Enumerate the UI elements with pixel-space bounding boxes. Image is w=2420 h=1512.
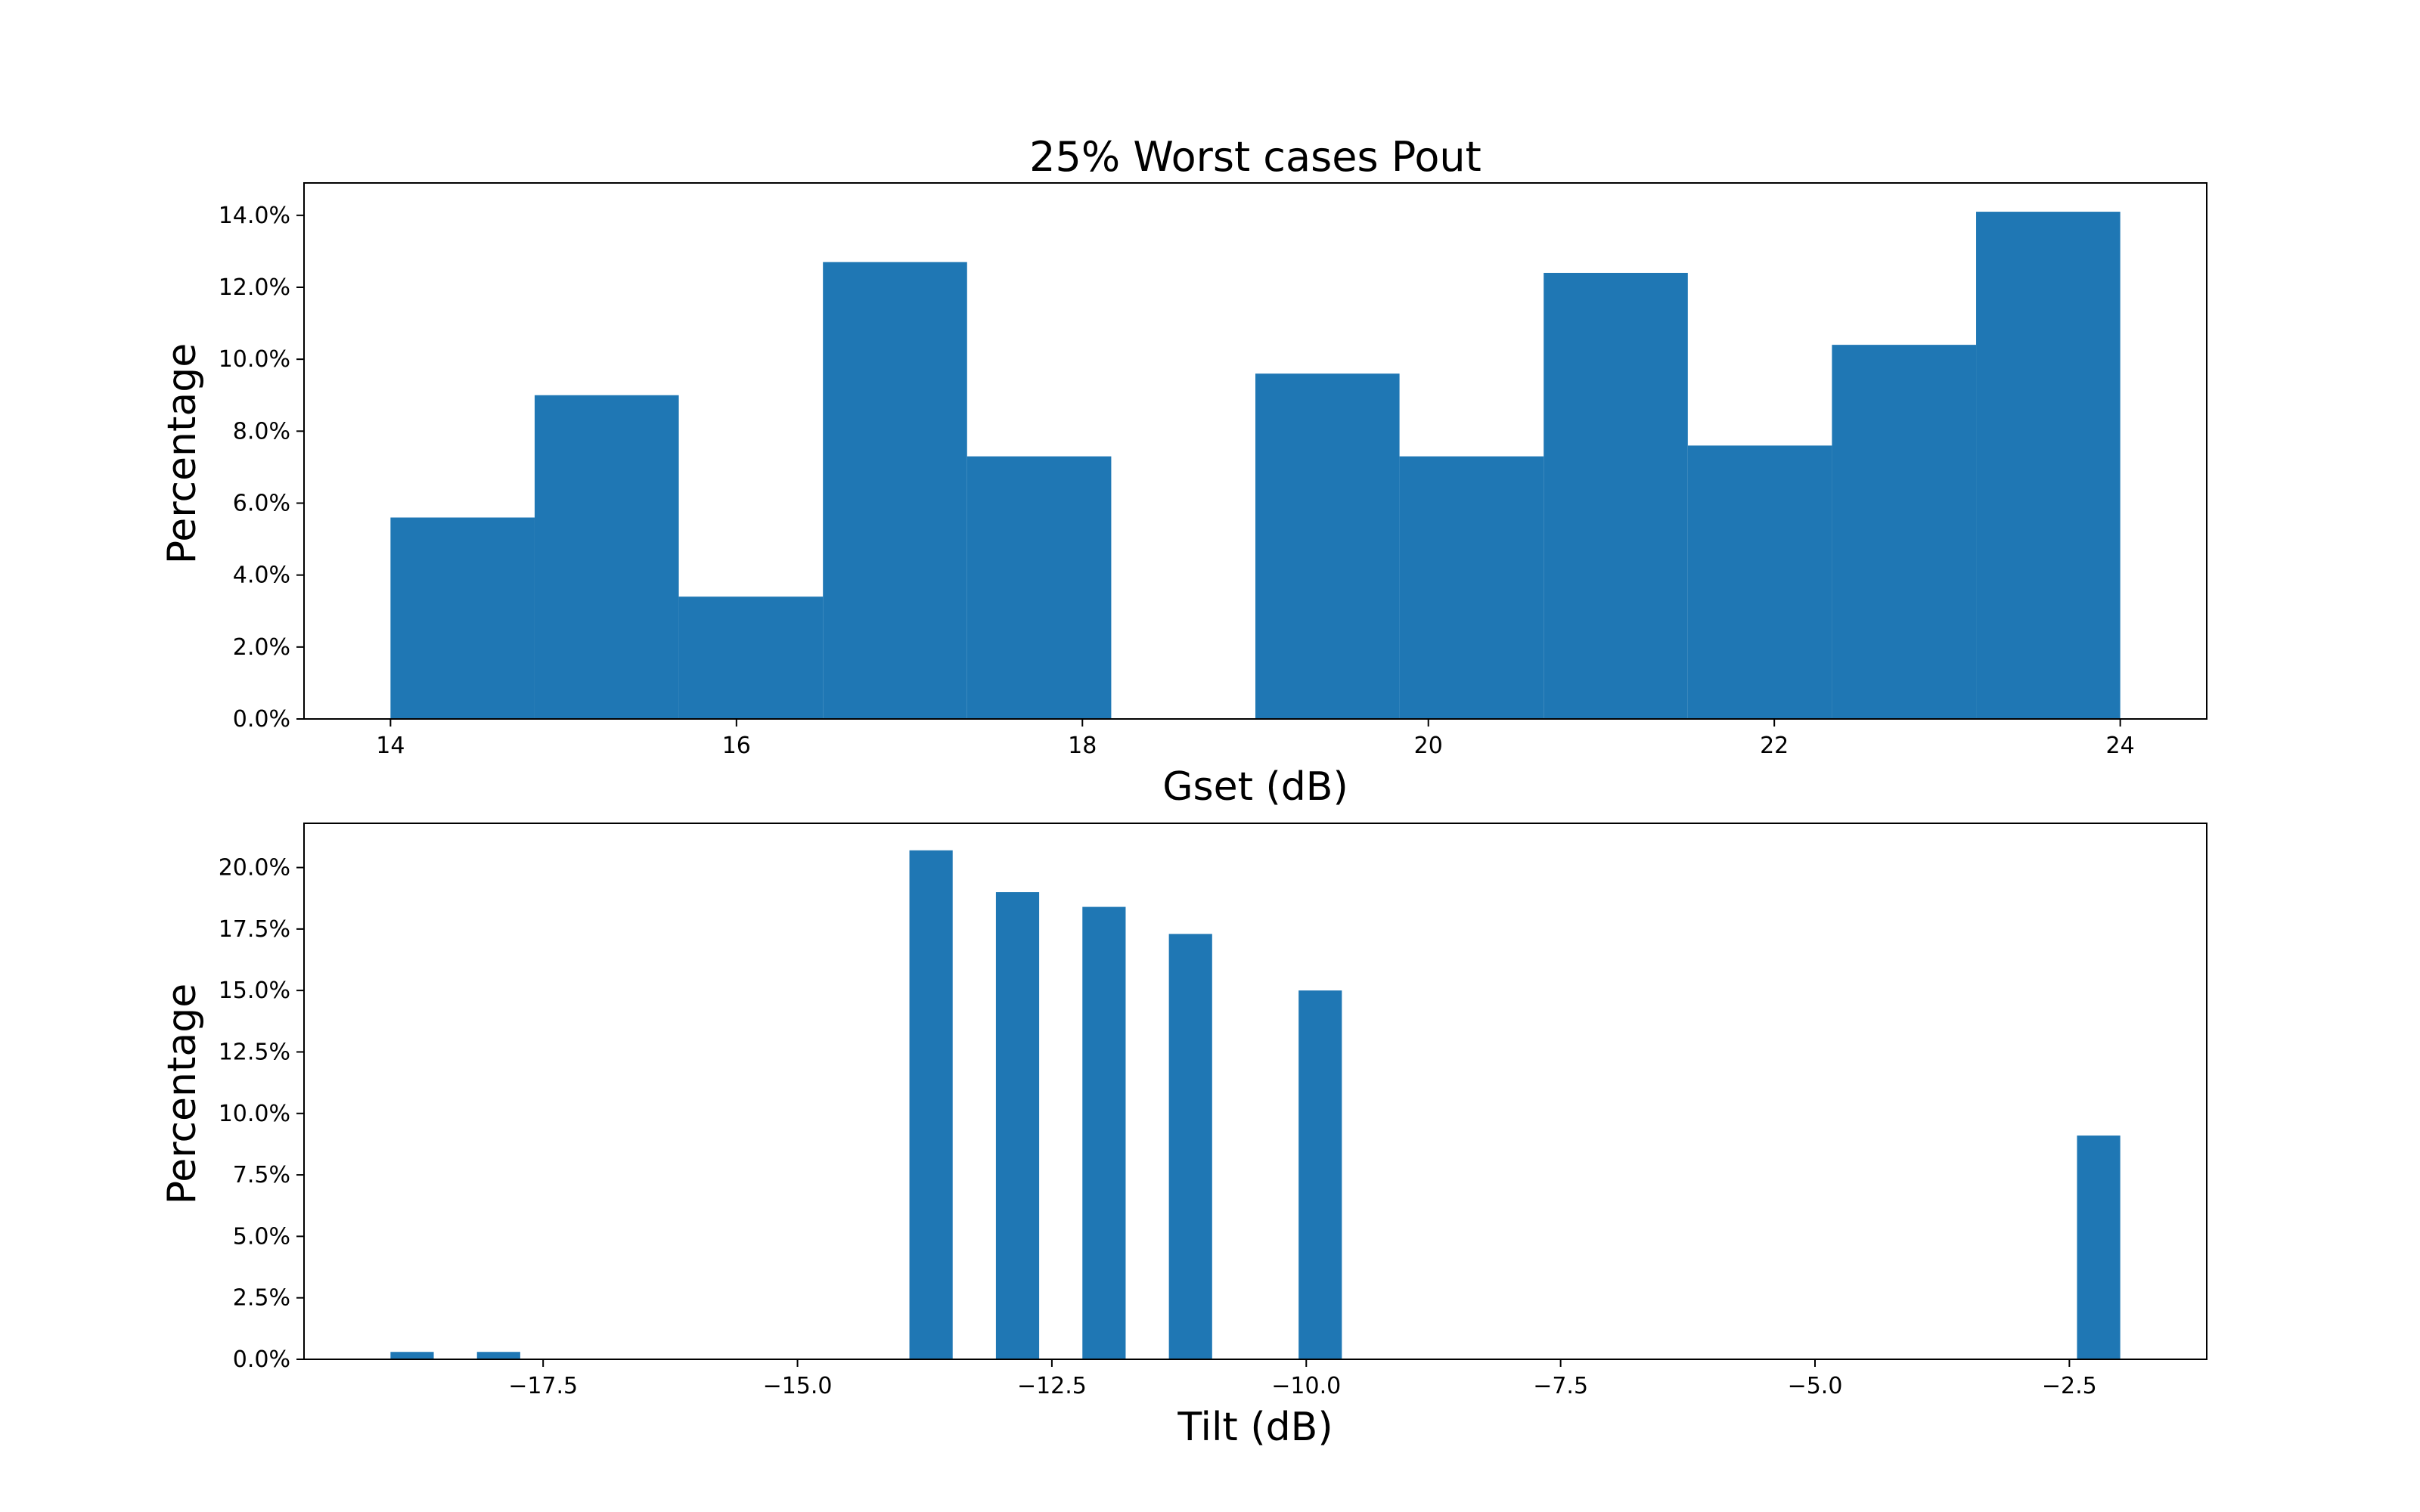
tilt-histogram-panel: −17.5 −15.0 −12.5 −10.0 −7.5 −5.0 −2.5 0.0% 2.5%… <box>160 823 2207 1450</box>
gset-plot-frame <box>303 182 2207 720</box>
tilt-bar-14 <box>995 892 1040 1359</box>
gset-y-tick-label-6: 12.0% <box>219 274 290 301</box>
gset-bar-6 <box>1255 373 1400 719</box>
gset-bar-0 <box>390 517 535 719</box>
tilt-y-tick-label-1: 2.5% <box>233 1285 290 1312</box>
tilt-bar-21 <box>1298 990 1342 1359</box>
gset-x-tick-label-3: 20 <box>1414 733 1443 759</box>
tilt-x-tick-label-0: −17.5 <box>508 1373 578 1399</box>
gset-x-tick-label-2: 18 <box>1068 733 1097 759</box>
tilt-bar-16 <box>1082 906 1126 1359</box>
tilt-x-tick-label-4: −7.5 <box>1533 1373 1588 1399</box>
gset-x-tick-label-4: 22 <box>1760 733 1789 759</box>
tilt-bar-18 <box>1168 934 1212 1359</box>
gset-bar-4 <box>966 456 1112 719</box>
tilt-y-tick-label-2: 5.0% <box>233 1223 290 1250</box>
tilt-bar-2 <box>476 1352 520 1359</box>
gset-y-tick-label-2: 4.0% <box>233 562 290 589</box>
tilt-ticks: −17.5 −15.0 −12.5 −10.0 −7.5 −5.0 −2.5 0.0% 2.5%… <box>219 855 2097 1399</box>
tilt-x-tick-label-2: −12.5 <box>1017 1373 1087 1399</box>
tilt-x-tick-label-5: −5.0 <box>1788 1373 1843 1399</box>
tilt-x-tick-label-1: −15.0 <box>763 1373 833 1399</box>
gset-y-tick-label-5: 10.0% <box>219 346 290 373</box>
tilt-bar-39 <box>2077 1136 2121 1359</box>
gset-bar-3 <box>823 262 967 719</box>
tilt-x-tick-label-6: −2.5 <box>2042 1373 2097 1399</box>
tilt-y-tick-label-0: 0.0% <box>233 1346 290 1373</box>
tilt-y-tick-label-8: 20.0% <box>219 855 290 881</box>
gset-y-tick-label-1: 2.0% <box>233 634 290 661</box>
gset-bar-8 <box>1544 272 1688 719</box>
tilt-y-tick-label-5: 12.5% <box>219 1039 290 1065</box>
gset-bar-7 <box>1399 456 1544 719</box>
gset-x-tick-label-1: 16 <box>722 733 751 759</box>
gset-y-axis-label: Percentage <box>160 343 205 565</box>
tilt-y-tick-label-3: 7.5% <box>233 1162 290 1188</box>
gset-bar-2 <box>678 596 824 719</box>
gset-y-tick-label-3: 6.0% <box>233 490 290 516</box>
tilt-y-tick-label-7: 17.5% <box>219 916 290 943</box>
tilt-plot-frame <box>303 823 2207 1360</box>
gset-bar-1 <box>534 395 679 719</box>
tilt-y-tick-label-4: 10.0% <box>219 1101 290 1127</box>
tilt-x-axis-label: Tilt (dB) <box>1177 1405 1333 1450</box>
gset-bar-9 <box>1687 445 1832 719</box>
gset-x-tick-label-5: 24 <box>2106 733 2135 759</box>
tilt-y-axis-label: Percentage <box>160 984 205 1205</box>
gset-bar-10 <box>1832 345 1977 719</box>
tilt-x-tick-label-3: −10.0 <box>1271 1373 1341 1399</box>
tilt-bar-12 <box>909 850 953 1359</box>
tilt-y-tick-label-6: 15.0% <box>219 978 290 1004</box>
gset-bar-11 <box>1976 212 2121 719</box>
gset-y-tick-label-4: 8.0% <box>233 418 290 445</box>
gset-x-tick-label-0: 14 <box>376 733 405 759</box>
gset-ticks: 14 16 18 20 22 24 0.0% 2.0% 4.0% 6.0% 8.0% 10.0% 12.… <box>219 203 2135 759</box>
gset-x-axis-label: Gset (dB) <box>1162 764 1348 810</box>
chart-title: 25% Worst cases Pout <box>1029 133 1481 181</box>
gset-histogram-panel: 25% Worst cases Pout 14 16 18 20 22 24 0.0% 2.0… <box>160 133 2207 810</box>
gset-y-tick-label-0: 0.0% <box>233 706 290 733</box>
tilt-bars <box>390 850 2121 1359</box>
tilt-bar-0 <box>390 1352 434 1359</box>
gset-y-tick-label-7: 14.0% <box>219 203 290 229</box>
gset-bars <box>390 212 2121 719</box>
